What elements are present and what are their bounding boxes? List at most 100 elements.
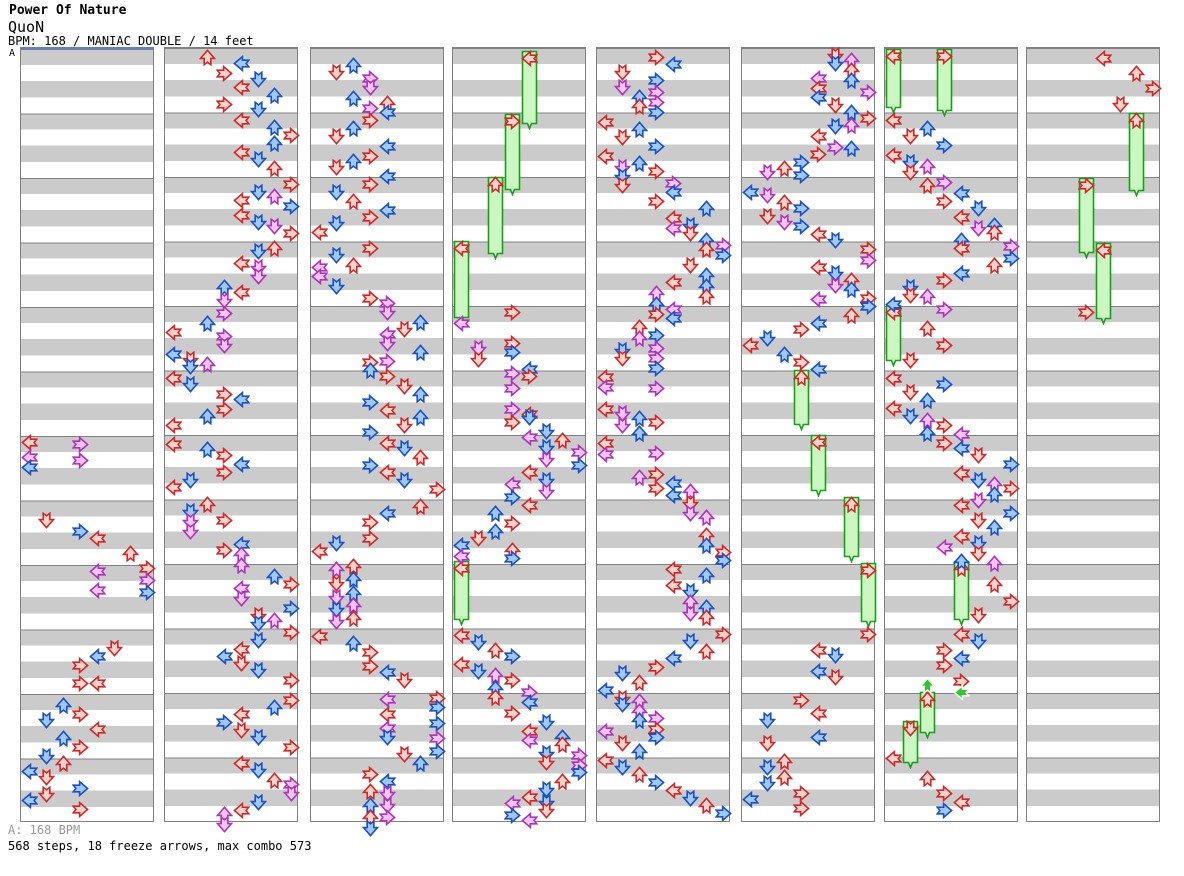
note-arrow	[935, 784, 953, 802]
note-arrow	[647, 444, 665, 462]
note-arrow	[630, 154, 648, 172]
note-arrow	[71, 800, 89, 818]
note-arrow	[378, 784, 396, 802]
note-arrow	[969, 606, 987, 624]
note-arrow	[232, 754, 250, 772]
note-arrow	[395, 320, 413, 338]
note-arrow	[88, 529, 106, 547]
note-arrow	[266, 217, 284, 235]
note-arrow	[395, 377, 413, 395]
note-arrow	[503, 647, 521, 665]
note-arrow	[249, 761, 267, 779]
note-arrow	[453, 314, 471, 332]
note-arrow	[843, 116, 861, 134]
note-arrow	[570, 763, 589, 781]
note-arrow	[165, 478, 183, 496]
note-arrow	[809, 225, 827, 243]
note-arrow	[361, 78, 379, 96]
note-arrow	[613, 78, 632, 96]
note-arrow	[647, 658, 665, 676]
note-arrow	[249, 100, 267, 118]
note-arrow	[215, 463, 233, 481]
note-arrow	[266, 239, 284, 257]
note-arrow	[597, 400, 615, 418]
note-arrow	[520, 693, 538, 711]
note-arrow	[215, 278, 233, 296]
note-arrow	[249, 661, 267, 679]
freeze-arrow-body	[843, 496, 860, 564]
note-arrow	[344, 634, 362, 652]
note-arrow	[792, 199, 810, 217]
note-arrow	[266, 118, 284, 136]
note-arrow	[664, 273, 682, 291]
note-arrow	[758, 186, 777, 204]
note-arrow	[885, 111, 903, 129]
note-arrow	[344, 256, 362, 274]
note-arrow	[232, 455, 250, 473]
note-arrow	[469, 339, 488, 357]
note-arrow	[71, 451, 89, 469]
note-arrow	[613, 689, 632, 707]
note-arrow	[613, 128, 632, 146]
note-arrow	[361, 393, 379, 411]
note-arrow	[282, 575, 301, 593]
note-arrow	[698, 508, 716, 526]
note-arrow	[215, 713, 233, 731]
note-arrow	[311, 267, 329, 285]
note-arrow	[344, 557, 362, 575]
note-arrow	[266, 159, 284, 177]
note-arrow	[520, 367, 538, 385]
note-arrow	[969, 534, 987, 552]
note-arrow	[918, 391, 936, 409]
note-arrow	[935, 47, 953, 65]
note-arrow	[266, 567, 284, 585]
note-arrow	[486, 666, 504, 684]
freeze-arrow-body	[860, 562, 877, 629]
note-arrow	[613, 664, 632, 682]
freeze-arrow-body	[902, 720, 919, 770]
note-arrow	[647, 103, 665, 121]
note-arrow	[503, 343, 521, 361]
note-arrow	[986, 256, 1004, 274]
note-arrow	[843, 71, 861, 89]
note-arrow	[378, 167, 396, 185]
freeze-arrow-body	[521, 50, 538, 131]
note-arrow	[232, 254, 250, 272]
note-arrow	[630, 742, 648, 760]
note-arrow	[809, 704, 827, 722]
note-arrow	[138, 583, 157, 601]
note-arrow	[361, 175, 379, 193]
note-arrow	[901, 407, 920, 425]
note-arrow	[215, 95, 233, 113]
note-arrow	[859, 625, 878, 643]
note-arrow	[630, 97, 648, 115]
note-arrow	[232, 654, 250, 672]
note-arrow	[249, 267, 267, 285]
note-arrow	[885, 369, 903, 387]
note-arrow	[714, 246, 733, 264]
note-arrow	[935, 538, 954, 556]
note-arrow	[520, 731, 538, 749]
note-arrow	[681, 632, 699, 650]
note-arrow	[826, 231, 844, 249]
note-arrow	[986, 554, 1004, 572]
note-arrow	[630, 409, 648, 427]
note-arrow	[198, 355, 216, 373]
note-arrow	[698, 287, 716, 305]
note-arrow	[232, 54, 250, 72]
note-arrow	[901, 278, 920, 296]
note-arrow	[327, 214, 346, 232]
note-arrow	[54, 696, 72, 714]
bpm-difficulty-line: BPM: 168 / MANIAC DOUBLE / 14 feet	[8, 34, 254, 48]
section-marker-label: A	[9, 48, 16, 59]
note-arrow	[630, 711, 648, 729]
note-arrow	[597, 113, 615, 131]
note-arrow	[647, 305, 665, 323]
note-arrow	[647, 48, 665, 66]
note-arrow	[344, 609, 362, 627]
note-arrow	[918, 319, 936, 337]
note-arrow	[809, 145, 827, 163]
note-arrow	[597, 378, 615, 396]
note-arrow	[327, 158, 346, 176]
